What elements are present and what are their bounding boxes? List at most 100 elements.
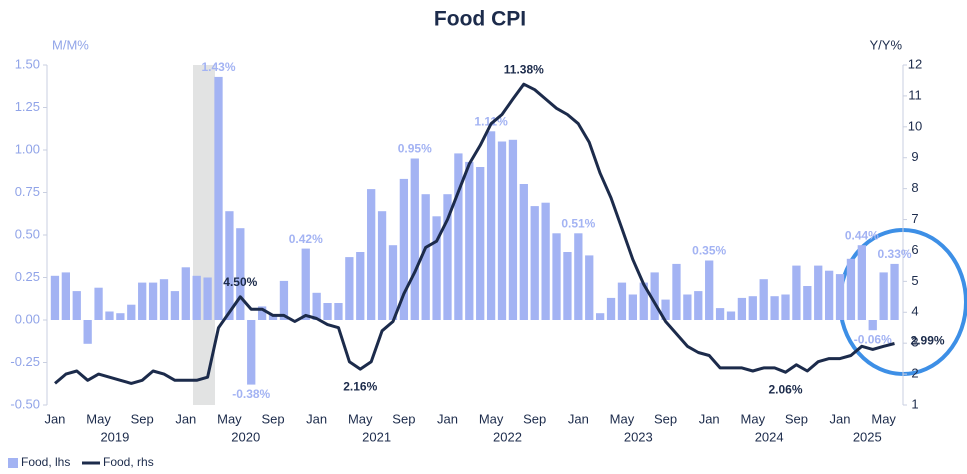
y2-tick-label: 6 [911, 242, 918, 257]
x-tick-label: Jan [568, 411, 589, 426]
bar [410, 158, 419, 320]
bar [770, 296, 779, 320]
bar [530, 206, 539, 320]
y2-tick-label: 11 [908, 87, 922, 102]
y-axis-title: M/M% [52, 37, 89, 52]
y2-tick-label: 1 [911, 396, 918, 411]
line-value-label: 4.50% [223, 275, 257, 289]
line-value-label: 11.38% [504, 62, 544, 76]
x-year-label: 2019 [100, 429, 129, 444]
x-tick-label: Jan [699, 411, 720, 426]
bar [148, 282, 158, 320]
bar [83, 320, 92, 344]
bar [170, 291, 180, 320]
bar [268, 314, 278, 320]
bar [94, 287, 103, 320]
bar [835, 274, 845, 320]
bar [421, 194, 430, 320]
y2-axis-title: Y/Y% [869, 37, 902, 52]
x-year-label: 2025 [853, 429, 882, 444]
bar [824, 270, 834, 320]
x-year-label: 2024 [755, 429, 784, 444]
y-tick-label: 1.50 [15, 56, 40, 71]
bar [519, 184, 528, 320]
x-tick-label: Jan [175, 411, 196, 426]
y2-tick-label: 12 [908, 56, 922, 71]
bar-value-label: 0.51% [561, 216, 595, 230]
bar [50, 275, 60, 320]
x-tick-label: May [610, 411, 635, 426]
x-tick-label: Jan [830, 411, 851, 426]
bar [116, 313, 125, 320]
line-value-label: 2.16% [343, 379, 377, 393]
bar [61, 272, 70, 320]
bar [138, 282, 147, 320]
y-tick-label: 1.25 [15, 99, 40, 114]
x-year-label: 2020 [231, 429, 260, 444]
bar [857, 245, 866, 320]
y2-tick-label: 3 [911, 335, 918, 350]
legend-swatch [8, 458, 18, 468]
x-tick-label: Sep [261, 411, 284, 426]
x-tick-label: Sep [392, 411, 415, 426]
bar [803, 286, 812, 320]
bar [814, 265, 823, 320]
y-tick-label: 1.00 [15, 141, 40, 156]
y2-tick-label: 4 [911, 304, 918, 319]
bar [715, 308, 725, 320]
bar [868, 320, 877, 331]
bar [356, 252, 365, 320]
bar [388, 245, 398, 320]
bar [486, 131, 496, 320]
bar [726, 311, 736, 320]
bar [476, 167, 485, 320]
bar-value-label: -0.06% [854, 332, 892, 346]
bar [541, 202, 550, 320]
bar [334, 303, 343, 320]
bar [792, 265, 801, 320]
bar [257, 306, 267, 320]
bar [345, 257, 354, 320]
x-year-label: 2021 [362, 429, 391, 444]
bar [890, 263, 899, 320]
x-tick-label: May [217, 411, 242, 426]
x-tick-label: May [86, 411, 111, 426]
x-year-label: 2023 [624, 429, 653, 444]
bar [127, 304, 136, 320]
bar [628, 294, 637, 320]
bar [312, 292, 321, 320]
x-tick-label: Jan [437, 411, 458, 426]
bar [432, 216, 441, 320]
bar-value-label: -0.38% [232, 387, 270, 401]
line [54, 82, 895, 385]
bar [203, 277, 212, 320]
bar [192, 275, 201, 320]
line-value-label: 2.06% [768, 382, 802, 396]
bar-value-label: 0.33% [878, 247, 912, 261]
bar [617, 282, 627, 320]
bar [694, 291, 703, 320]
bar [508, 139, 518, 320]
bar [748, 296, 757, 320]
bar [301, 248, 310, 320]
x-tick-label: Sep [654, 411, 677, 426]
y-tick-label: 0.75 [15, 184, 40, 199]
bar [759, 279, 768, 320]
chart-title: Food CPI [434, 8, 526, 31]
y2-tick-label: 10 [908, 118, 922, 133]
y2-tick-label: 8 [911, 180, 918, 195]
y-tick-label: 0.50 [15, 226, 40, 241]
x-tick-label: May [348, 411, 373, 426]
bar [606, 297, 616, 320]
bar [181, 267, 190, 320]
x-tick-label: May [741, 411, 766, 426]
y-tick-label: 0.25 [15, 269, 40, 284]
bar [465, 161, 474, 320]
y2-tick-label: 2 [911, 366, 918, 381]
y2-tick-label: 9 [911, 149, 918, 164]
x-tick-label: Sep [131, 411, 154, 426]
bar [737, 297, 747, 320]
x-year-label: 2022 [493, 429, 522, 444]
bar [236, 228, 245, 320]
